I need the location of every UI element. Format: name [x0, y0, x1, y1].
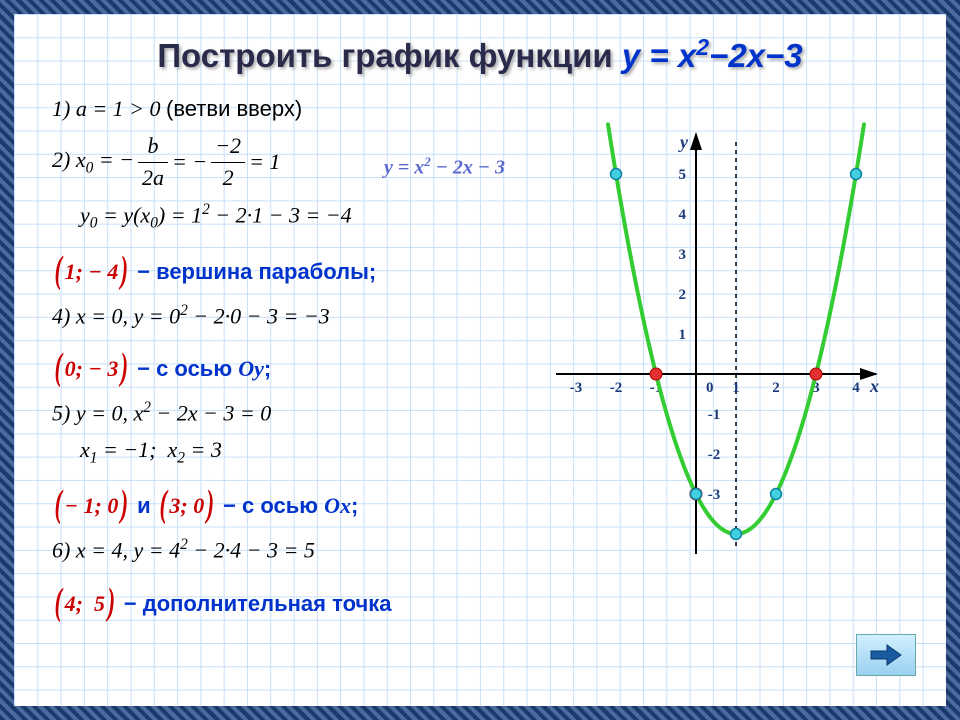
svg-text:0: 0	[706, 380, 714, 396]
plot-svg: -3-2-11234012345-1-2-3yx	[536, 104, 916, 674]
svg-text:2: 2	[772, 380, 780, 396]
extra-coord: (4; 5)	[52, 591, 118, 616]
next-button[interactable]	[856, 634, 916, 676]
svg-text:3: 3	[679, 247, 687, 263]
svg-text:5: 5	[679, 167, 687, 183]
ox-and: и	[137, 493, 157, 518]
step-2-y0: y0 = y(x0) = 12 − 2·1 − 3 = −4	[52, 199, 532, 234]
title-prefix: Построить график функции	[157, 37, 622, 74]
slide-canvas: Построить график функции y = x2−2x−3 1) …	[14, 14, 946, 706]
step-4: 4) x = 0, y = 02 − 2·0 − 3 = −3	[52, 300, 532, 332]
svg-text:4: 4	[852, 380, 860, 396]
oy-dash: −	[137, 356, 156, 381]
step-2-lead: 2) x0 = −	[52, 145, 134, 179]
oy-line: (0; − 3) − с осью Oy;	[52, 338, 532, 391]
svg-text:y: y	[678, 132, 689, 152]
svg-text:-1: -1	[708, 407, 721, 423]
oy-label: с осью	[156, 356, 238, 381]
frac-m2-2: −2 2	[211, 131, 245, 194]
title-formula: y = x2−2x−3	[622, 37, 803, 74]
ox-line: (− 1; 0) и (3; 0) − с осью Ox;	[52, 475, 532, 528]
ox-c2: (3; 0)	[157, 493, 217, 518]
curve-formula-label: y = x2 − 2x − 3	[384, 154, 505, 180]
extra-label: дополнительная точка	[143, 591, 392, 616]
step-1-formula: 1) a = 1 > 0	[52, 96, 166, 121]
vertex-label: вершина параболы;	[156, 259, 376, 284]
frac-b-2a: b 2a	[138, 131, 168, 194]
parabola-plot: -3-2-11234012345-1-2-3yx	[536, 104, 916, 674]
step-5a: 5) y = 0, x2 − 2x − 3 = 0	[52, 397, 532, 429]
step-2-result: = 1	[249, 147, 280, 178]
oy-semi: ;	[264, 356, 271, 381]
ox-axis: Ox	[324, 493, 351, 518]
frac-den-2: 2	[211, 163, 245, 194]
page-title: Построить график функции y = x2−2x−3	[14, 34, 946, 75]
vertex-line: (1; − 4) − вершина параболы;	[52, 241, 532, 294]
step-6: 6) x = 4, y = 42 − 2·4 − 3 = 5	[52, 534, 532, 566]
frac-den-2a: 2a	[138, 163, 168, 194]
extra-line: (4; 5) − дополнительная точка	[52, 573, 532, 626]
extra-dash: −	[124, 591, 143, 616]
svg-text:1: 1	[732, 380, 740, 396]
svg-text:-2: -2	[610, 380, 623, 396]
step-1-note: (ветви вверх)	[166, 96, 302, 121]
step-1: 1) a = 1 > 0 (ветви вверх)	[52, 94, 532, 125]
svg-text:1: 1	[679, 327, 687, 343]
svg-text:x: x	[869, 376, 879, 396]
svg-text:-3: -3	[570, 380, 583, 396]
svg-text:-2: -2	[708, 447, 721, 463]
frac-num-b: b	[138, 131, 168, 163]
ox-label: с осью	[242, 493, 324, 518]
step-5b: x1 = −1; x2 = 3	[52, 435, 532, 469]
frac-num-m2: −2	[211, 131, 245, 163]
oy-coord: (0; − 3)	[52, 356, 131, 381]
ox-c1: (− 1; 0)	[52, 493, 131, 518]
oy-axis: Oy	[238, 356, 264, 381]
vertex-dash: −	[137, 259, 156, 284]
svg-text:2: 2	[679, 287, 687, 303]
arrow-right-icon	[869, 643, 903, 667]
vertex-coord: (1; − 4)	[52, 259, 131, 284]
svg-text:-3: -3	[708, 487, 721, 503]
svg-text:4: 4	[679, 207, 687, 223]
ox-semi: ;	[351, 493, 358, 518]
ox-dash: −	[223, 493, 242, 518]
step-2-eq2: = −	[172, 147, 207, 178]
